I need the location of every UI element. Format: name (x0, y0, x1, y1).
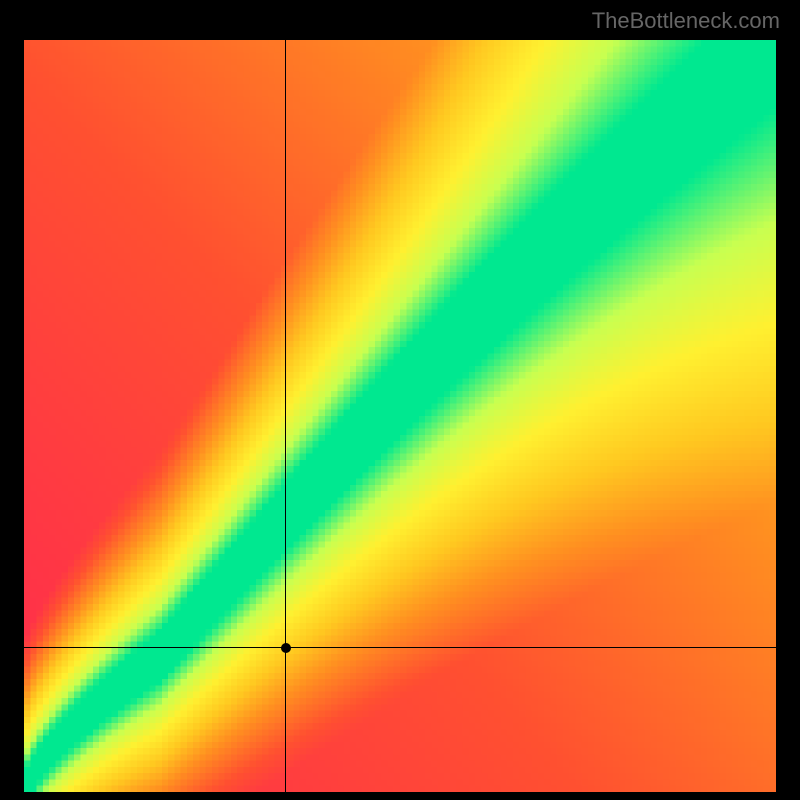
marker-horizontal-line (24, 647, 776, 648)
marker-point (281, 643, 291, 653)
chart-container: TheBottleneck.com (0, 0, 800, 800)
marker-vertical-line (285, 40, 286, 792)
watermark-text: TheBottleneck.com (592, 8, 780, 34)
bottleneck-heatmap (24, 40, 776, 792)
